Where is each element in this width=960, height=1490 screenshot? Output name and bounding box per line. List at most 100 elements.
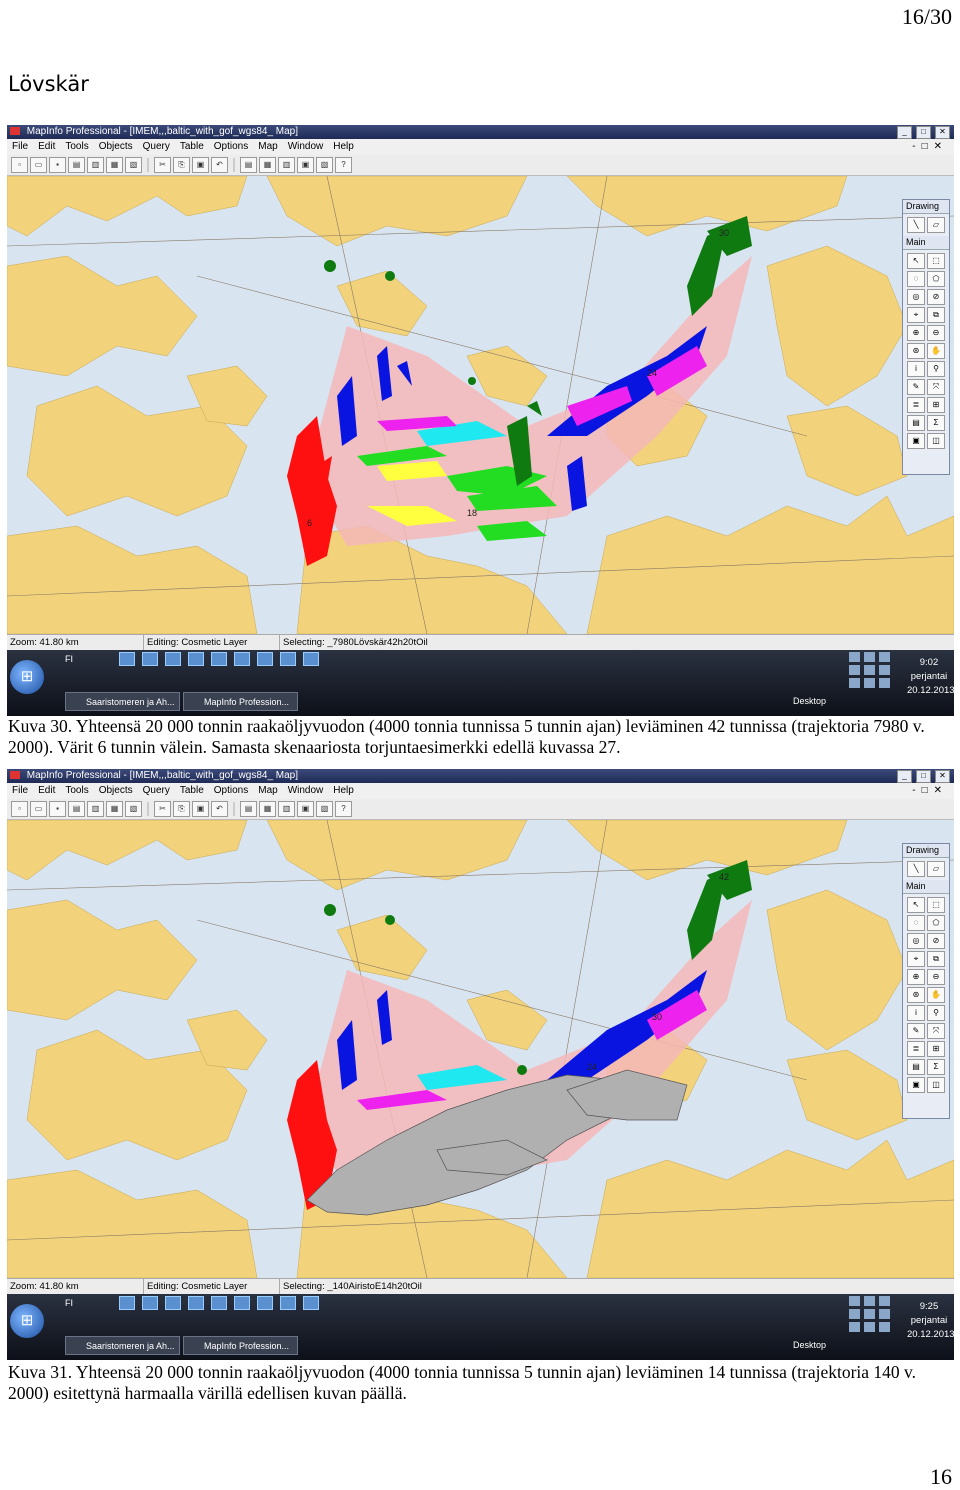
tray-icon[interactable]: [864, 1322, 875, 1332]
line-tool-icon[interactable]: ╲: [907, 861, 925, 877]
help-icon[interactable]: ?: [335, 157, 352, 173]
menu-window[interactable]: Window: [287, 141, 324, 152]
tray-icon[interactable]: [879, 678, 890, 688]
grabber-hand-icon[interactable]: ✋: [927, 343, 945, 359]
statistics-icon[interactable]: Σ: [927, 415, 945, 431]
tray-icon[interactable]: [849, 1296, 860, 1306]
set-clip-icon[interactable]: ◫: [927, 433, 945, 449]
tray-icon[interactable]: [864, 1296, 875, 1306]
tray-icon[interactable]: [864, 665, 875, 675]
tray-icon[interactable]: [879, 1322, 890, 1332]
label-icon[interactable]: ✎: [907, 379, 925, 395]
mapinfo-shortcut-icon[interactable]: [257, 1296, 273, 1310]
menu-map[interactable]: Map: [258, 141, 278, 152]
graph-select-icon[interactable]: ⌖: [907, 307, 925, 323]
language-indicator[interactable]: FI: [65, 654, 73, 664]
redistrict-icon[interactable]: ▧: [316, 157, 333, 173]
layout-icon[interactable]: ▧: [125, 801, 142, 817]
invert-select-icon[interactable]: ⧉: [927, 951, 945, 967]
info-icon[interactable]: i: [907, 1005, 925, 1021]
map-window-icon[interactable]: ▦: [259, 157, 276, 173]
print-preview-icon[interactable]: ▥: [87, 801, 104, 817]
new-icon[interactable]: ▫: [11, 157, 28, 173]
folder-shortcut-icon[interactable]: [234, 652, 250, 666]
desktop-toolbar-label[interactable]: Desktop: [793, 696, 827, 706]
word-shortcut-icon[interactable]: [165, 1296, 181, 1310]
desktop-shortcut-icon[interactable]: [119, 652, 135, 666]
layer-control-icon[interactable]: ≣: [907, 1041, 925, 1057]
unselect-icon[interactable]: ⊘: [927, 289, 945, 305]
set-clip-icon[interactable]: ◫: [927, 1077, 945, 1093]
menu-objects[interactable]: Objects: [98, 141, 133, 152]
desktop-shortcut-icon[interactable]: [119, 1296, 135, 1310]
taskbar-button-mapinfo[interactable]: MapInfo Profession...: [183, 1336, 298, 1355]
boundary-select-icon[interactable]: ◎: [907, 933, 925, 949]
print-preview-icon[interactable]: ▥: [87, 157, 104, 173]
hotlink-icon[interactable]: ⚲: [927, 1005, 945, 1021]
polygon-select-icon[interactable]: ⬠: [927, 271, 945, 287]
select-arrow-icon[interactable]: ↖: [907, 897, 925, 913]
legend-icon[interactable]: ▤: [907, 1059, 925, 1075]
word-shortcut-icon[interactable]: [165, 652, 181, 666]
drag-map-icon[interactable]: ⤧: [927, 1023, 945, 1039]
browser-shortcut-icon[interactable]: [142, 1296, 158, 1310]
document-window-controls[interactable]: -□✕: [912, 785, 948, 796]
tray-icon[interactable]: [879, 1309, 890, 1319]
desktop-toolbar-label[interactable]: Desktop: [793, 1340, 827, 1350]
map-window[interactable]: 42 30 24: [7, 820, 954, 1278]
close-button[interactable]: ✕: [935, 126, 950, 139]
taskbar-clock[interactable]: 9:02 perjantai 20.12.2013: [907, 656, 954, 698]
select-arrow-icon[interactable]: ↖: [907, 253, 925, 269]
paint-shortcut-icon[interactable]: [303, 1296, 319, 1310]
menu-options[interactable]: Options: [213, 141, 249, 152]
app-shortcut-icon[interactable]: [280, 652, 296, 666]
marquee-select-icon[interactable]: ⬚: [927, 253, 945, 269]
menu-file[interactable]: File: [12, 141, 29, 152]
menu-tools[interactable]: Tools: [65, 141, 89, 152]
tray-icon[interactable]: [849, 652, 860, 662]
tray-icon[interactable]: [849, 665, 860, 675]
layout-icon[interactable]: ▧: [125, 157, 142, 173]
marquee-select-icon[interactable]: ⬚: [927, 897, 945, 913]
graph-icon[interactable]: ▥: [278, 801, 295, 817]
browser-icon[interactable]: ▤: [240, 801, 257, 817]
language-indicator[interactable]: FI: [65, 1298, 73, 1308]
tray-icon[interactable]: [879, 1296, 890, 1306]
print-icon[interactable]: ▤: [68, 157, 85, 173]
media-shortcut-icon[interactable]: [188, 652, 204, 666]
menu-map[interactable]: Map: [258, 785, 278, 796]
copy-icon[interactable]: ⎘: [173, 157, 190, 173]
polygon-tool-icon[interactable]: ▱: [927, 861, 945, 877]
cut-icon[interactable]: ✂: [154, 801, 171, 817]
menu-query[interactable]: Query: [142, 785, 170, 796]
document-window-controls[interactable]: -□✕: [912, 141, 948, 152]
menu-table[interactable]: Table: [179, 141, 204, 152]
taskbar-button-saaristomeren[interactable]: Saaristomeren ja Ah...: [65, 692, 180, 711]
layer-control-icon[interactable]: ≣: [907, 397, 925, 413]
nautical-chart[interactable]: 42 30 24: [7, 820, 954, 1278]
minimize-button[interactable]: _: [897, 126, 912, 139]
radius-select-icon[interactable]: ◌: [907, 915, 925, 931]
mapinfo-shortcut-icon[interactable]: [257, 652, 273, 666]
map-window-icon[interactable]: ▦: [259, 801, 276, 817]
zoom-out-icon[interactable]: ⊖: [927, 325, 945, 341]
drag-map-icon[interactable]: ⤧: [927, 379, 945, 395]
zoom-in-icon[interactable]: ⊕: [907, 969, 925, 985]
maximize-button[interactable]: □: [916, 126, 931, 139]
menu-help[interactable]: Help: [333, 141, 354, 152]
polygon-select-icon[interactable]: ⬠: [927, 915, 945, 931]
menu-tools[interactable]: Tools: [65, 785, 89, 796]
unselect-icon[interactable]: ⊘: [927, 933, 945, 949]
hotlink-icon[interactable]: ⚲: [927, 361, 945, 377]
redistrict-icon[interactable]: ▧: [316, 801, 333, 817]
paste-icon[interactable]: ▣: [192, 157, 209, 173]
open-icon[interactable]: ▭: [30, 801, 47, 817]
line-tool-icon[interactable]: ╲: [907, 217, 925, 233]
paste-icon[interactable]: ▣: [192, 801, 209, 817]
media-shortcut-icon[interactable]: [188, 1296, 204, 1310]
menu-help[interactable]: Help: [333, 785, 354, 796]
menu-file[interactable]: File: [12, 785, 29, 796]
menu-objects[interactable]: Objects: [98, 785, 133, 796]
undo-icon[interactable]: ↶: [211, 801, 228, 817]
boundary-select-icon[interactable]: ◎: [907, 289, 925, 305]
